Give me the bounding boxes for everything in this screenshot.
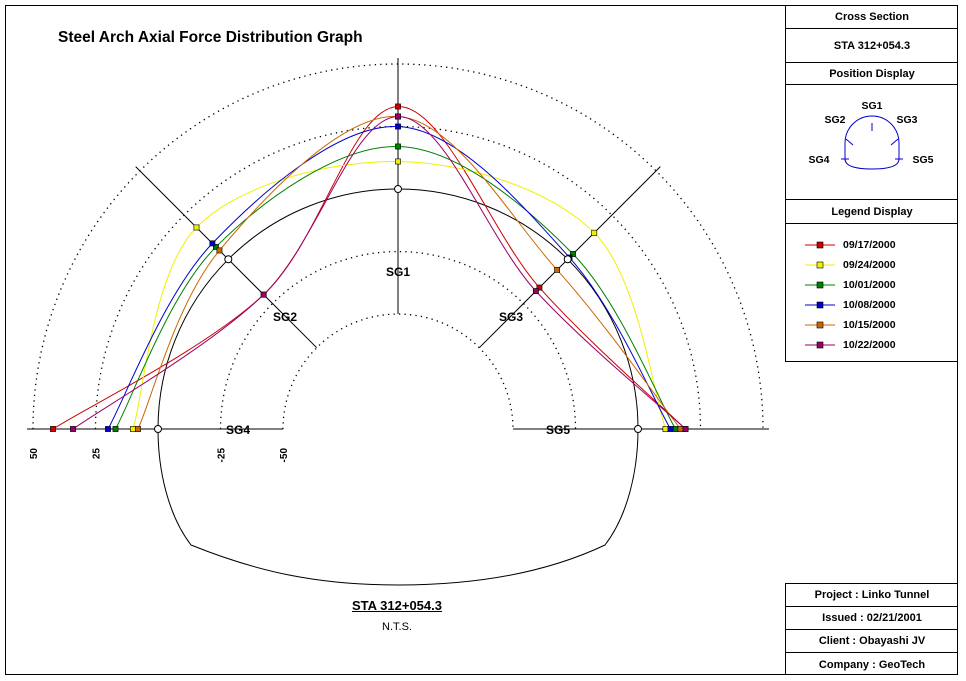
- legend-item: 09/24/2000: [786, 255, 958, 275]
- zero-markers: [154, 185, 642, 433]
- position-tick-sg2: [845, 138, 854, 146]
- series-3-point-sg2: [209, 240, 216, 247]
- series-0-point-sg1: [395, 103, 401, 110]
- position-tick-sg3: [890, 138, 899, 146]
- company-name: Company : GeoTech: [818, 658, 926, 671]
- axial-force-chart: SG4 SG2 SG1 SG3 SG5 50 25 -25 -50: [27, 58, 769, 586]
- gauge-label-sg4: SG4: [226, 423, 250, 437]
- series-0-point-sg3: [536, 284, 543, 291]
- legend-item: 10/08/2000: [786, 295, 958, 315]
- legend-swatch-2: [805, 281, 835, 289]
- reference-ring-3: [282, 313, 514, 430]
- legend-label: 09/24/2000: [843, 259, 896, 271]
- issued-date: Issued : 02/21/2001: [786, 607, 958, 630]
- series-3-point-sg4: [105, 426, 111, 432]
- radial-tick-labels: 50 25 -25 -50: [29, 448, 290, 463]
- legend-label: 10/15/2000: [843, 319, 896, 331]
- gauge-label-sg2: SG2: [273, 310, 297, 324]
- zero-marker-sg5: [634, 425, 642, 433]
- radial-tick-label-2: -25: [217, 448, 228, 463]
- radial-tick-label-1: 25: [92, 448, 103, 460]
- cross-section-header: Cross Section: [786, 5, 958, 29]
- legend-item: 10/01/2000: [786, 275, 958, 295]
- series-2-point-sg5: [672, 426, 679, 432]
- legend-item: 10/15/2000: [786, 315, 958, 335]
- legend-label: 10/08/2000: [843, 299, 896, 311]
- legend-label: 10/22/2000: [843, 339, 896, 351]
- position-label-sg1: SG1: [861, 100, 882, 112]
- radial-tick-label-0: 50: [29, 448, 40, 460]
- series-4-point-sg5: [677, 426, 684, 432]
- series-5-point-sg2: [260, 291, 267, 298]
- series-3-point-sg1: [395, 123, 401, 130]
- series-3-point-sg5: [667, 426, 674, 432]
- position-label-sg4: SG4: [808, 154, 829, 166]
- legend-swatch-1: [805, 261, 835, 269]
- series-0-point-sg4: [50, 426, 56, 432]
- legend-swatch-3: [805, 301, 835, 309]
- legend-swatch-0: [805, 241, 835, 249]
- series-4-point-sg3: [554, 267, 560, 273]
- data-series: [52, 105, 686, 430]
- client-name: Client : Obayashi JV: [786, 630, 958, 653]
- series-5-point-sg4: [70, 426, 76, 432]
- reference-ring-1: [94, 125, 702, 430]
- series-5-point-sg5: [682, 426, 689, 432]
- series-line-1: [132, 160, 666, 430]
- position-display-header: Position Display: [786, 63, 958, 85]
- position-display: SG1 SG2 SG3 SG4 SG5: [786, 85, 958, 200]
- legend-swatch-4: [805, 321, 835, 329]
- series-4-point-sg4: [135, 426, 141, 432]
- series-2-point-sg3: [570, 251, 576, 257]
- gauge-labels: SG4 SG2 SG1 SG3 SG5: [226, 265, 570, 437]
- series-5-point-sg1: [395, 113, 401, 120]
- series-1-point-sg1: [395, 158, 401, 165]
- legend-label: 09/17/2000: [843, 239, 896, 251]
- legend-label: 10/01/2000: [843, 279, 896, 291]
- series-4-point-sg2: [216, 247, 223, 254]
- series-1-point-sg3: [591, 229, 598, 236]
- series-2-point-sg2: [213, 244, 219, 250]
- series-5-point-sg3: [532, 288, 539, 295]
- zero-marker-sg1: [394, 185, 402, 193]
- tunnel-invert: [157, 428, 639, 586]
- series-2-point-sg1: [395, 143, 401, 150]
- legend-item: 09/17/2000: [786, 235, 958, 255]
- position-tunnel-outline: [844, 115, 900, 170]
- drawing-frame: [5, 5, 958, 675]
- footer-scale-note: N.T.S.: [382, 621, 412, 633]
- position-diagram: SG1 SG2 SG3 SG4 SG5: [808, 100, 934, 170]
- series-1-point-sg5: [662, 426, 669, 432]
- legend-item: 10/22/2000: [786, 335, 958, 355]
- gauge-label-sg3: SG3: [499, 310, 523, 324]
- cross-section-value: STA 312+054.3: [786, 29, 958, 63]
- zero-marker-sg4: [154, 425, 162, 433]
- position-label-sg2: SG2: [824, 114, 845, 126]
- position-label-sg5: SG5: [912, 154, 933, 166]
- series-2-point-sg4: [112, 426, 119, 432]
- legend-swatch-5: [805, 341, 835, 349]
- series-line-5: [72, 115, 686, 430]
- legend-header: Legend Display: [786, 200, 958, 224]
- info-panel: Cross Section STA 312+054.3 Position Dis…: [785, 5, 958, 362]
- zero-marker-sg2: [224, 255, 233, 264]
- project-name: Project : Linko Tunnel: [786, 584, 958, 607]
- legend: 09/17/2000 09/24/2000 10/01/2000 10/08/2000…: [786, 235, 958, 355]
- series-1-point-sg2: [193, 224, 200, 231]
- position-label-sg3: SG3: [896, 114, 917, 126]
- gauge-label-sg5: SG5: [546, 423, 570, 437]
- footer-station: STA 312+054.3: [352, 598, 442, 613]
- chart-title: Steel Arch Axial Force Distribution Grap…: [58, 29, 363, 46]
- project-info-panel: Project : Linko Tunnel Issued : 02/21/20…: [785, 583, 958, 675]
- gauge-label-sg1: SG1: [386, 265, 410, 279]
- series-1-point-sg4: [130, 426, 136, 432]
- radial-tick-label-3: -50: [279, 448, 290, 463]
- zero-marker-sg3: [563, 255, 572, 264]
